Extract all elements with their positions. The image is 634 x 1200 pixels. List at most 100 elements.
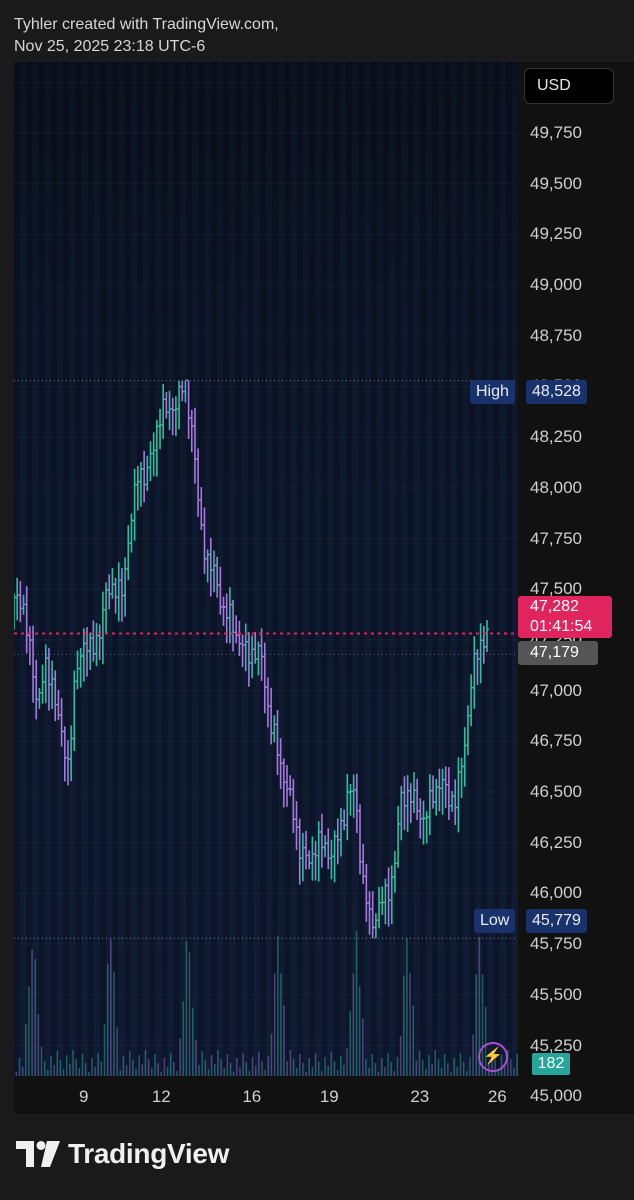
volume-bar — [377, 1072, 380, 1076]
volume-bar — [100, 1061, 103, 1076]
volume-bar — [69, 1064, 71, 1076]
time-axis[interactable] — [14, 1076, 518, 1114]
volume-bar — [210, 1055, 213, 1076]
price-chart[interactable] — [14, 62, 518, 1076]
volume-bar — [330, 1052, 333, 1076]
volume-bar — [207, 1069, 210, 1076]
volume-bar — [251, 1057, 254, 1076]
volume-bar — [135, 1069, 137, 1076]
volume-bar — [160, 1072, 162, 1076]
volume-bar — [53, 1065, 55, 1076]
volume-bar — [349, 1010, 351, 1076]
volume-bar — [283, 1005, 285, 1076]
volume-bar — [81, 1054, 84, 1076]
volume-bar — [91, 1058, 93, 1076]
volume-bar — [182, 1001, 185, 1076]
volume-bar — [469, 1057, 471, 1076]
session-stripe — [50, 62, 57, 1076]
candle-countdown: 01:41:54 — [530, 618, 593, 635]
volume-bar — [248, 1071, 251, 1076]
volume-bar — [462, 1062, 465, 1076]
volume-bar — [264, 1070, 266, 1076]
brand-wordmark: TradingView — [68, 1138, 230, 1169]
chart-plot-area[interactable] — [14, 62, 518, 1076]
price-axis-tick: 49,500 — [530, 173, 582, 193]
volume-bar — [179, 1038, 181, 1076]
volume-bar — [94, 1067, 96, 1076]
volume-bar — [299, 1054, 301, 1076]
price-axis-tick: 45,500 — [530, 984, 582, 1004]
session-stripe — [235, 62, 242, 1076]
volume-bar — [484, 1006, 487, 1076]
volume-bar — [374, 1063, 377, 1076]
volume-bar — [399, 1035, 402, 1076]
volume-bar — [343, 1065, 345, 1076]
volume-bar — [28, 986, 30, 1076]
session-stripe — [112, 62, 119, 1076]
price-axis[interactable] — [518, 62, 634, 1076]
volume-bar — [321, 1071, 323, 1076]
price-axis-tick: 48,000 — [530, 477, 582, 497]
session-stripe — [198, 62, 205, 1076]
price-axis-tick: 45,250 — [530, 1035, 582, 1055]
volume-bar — [428, 1055, 430, 1076]
volume-bar — [31, 949, 33, 1076]
volume-bar — [236, 1058, 238, 1076]
volume-bar — [510, 1059, 512, 1076]
volume-bar — [453, 1058, 455, 1076]
author-line: Tyhler created with TradingView.com, — [14, 16, 279, 33]
volume-bar — [132, 1060, 134, 1076]
low-label: Low — [474, 909, 516, 933]
price-axis-tick: 46,250 — [530, 832, 582, 852]
volume-bar — [440, 1068, 443, 1076]
last-price-tag: 47,282 01:41:54 — [518, 596, 612, 638]
volume-bar — [34, 959, 36, 1076]
volume-bar — [352, 973, 355, 1076]
volume-bar — [384, 1067, 386, 1076]
timestamp-line: Nov 25, 2025 23:18 UTC-6 — [14, 38, 206, 55]
volume-bar — [106, 963, 109, 1076]
volume-bar — [481, 974, 484, 1076]
volume-bar — [289, 1050, 292, 1076]
volume-bar — [513, 1068, 515, 1076]
time-axis-tick: 23 — [410, 1087, 430, 1106]
volume-bar — [18, 1058, 21, 1076]
session-stripe — [14, 62, 20, 1076]
session-stripe — [321, 62, 328, 1076]
volume-bar — [305, 1072, 307, 1076]
volume-bar — [214, 1064, 216, 1076]
volume-bar — [147, 1059, 150, 1076]
volume-bar — [412, 1005, 414, 1076]
session-stripe — [469, 62, 476, 1076]
volume-bar — [62, 1069, 65, 1076]
volume-bar — [365, 1059, 367, 1076]
volume-bar — [333, 1061, 336, 1076]
session-stripe — [38, 62, 45, 1076]
price-axis-tick: 49,000 — [530, 275, 582, 295]
volume-bar — [116, 1027, 118, 1076]
volume-bar — [503, 1064, 506, 1076]
time-axis-tick: 26 — [487, 1087, 507, 1106]
price-axis-tick: 47,750 — [530, 528, 582, 548]
session-stripe — [383, 62, 389, 1076]
lightning-bolt-icon[interactable]: ⚡ — [478, 1042, 508, 1072]
low-value: 45,779 — [526, 909, 587, 933]
currency-selector[interactable]: USD — [524, 68, 614, 104]
volume-bar — [292, 1059, 295, 1076]
session-stripe — [284, 62, 291, 1076]
volume-bar — [358, 986, 361, 1076]
volume-bar — [340, 1056, 342, 1076]
volume-bar — [387, 1053, 389, 1076]
session-stripe — [87, 62, 94, 1076]
session-stripe — [432, 62, 439, 1076]
volume-bar — [78, 1068, 81, 1076]
volume-bar — [280, 973, 282, 1076]
volume-bar — [144, 1050, 147, 1076]
volume-bar — [242, 1053, 244, 1076]
session-stripe — [395, 62, 402, 1076]
session-stripe — [407, 62, 414, 1076]
volume-bar — [154, 1054, 156, 1076]
volume-bar — [421, 1060, 424, 1076]
volume-bar — [84, 1063, 87, 1076]
volume-bar — [409, 973, 411, 1076]
